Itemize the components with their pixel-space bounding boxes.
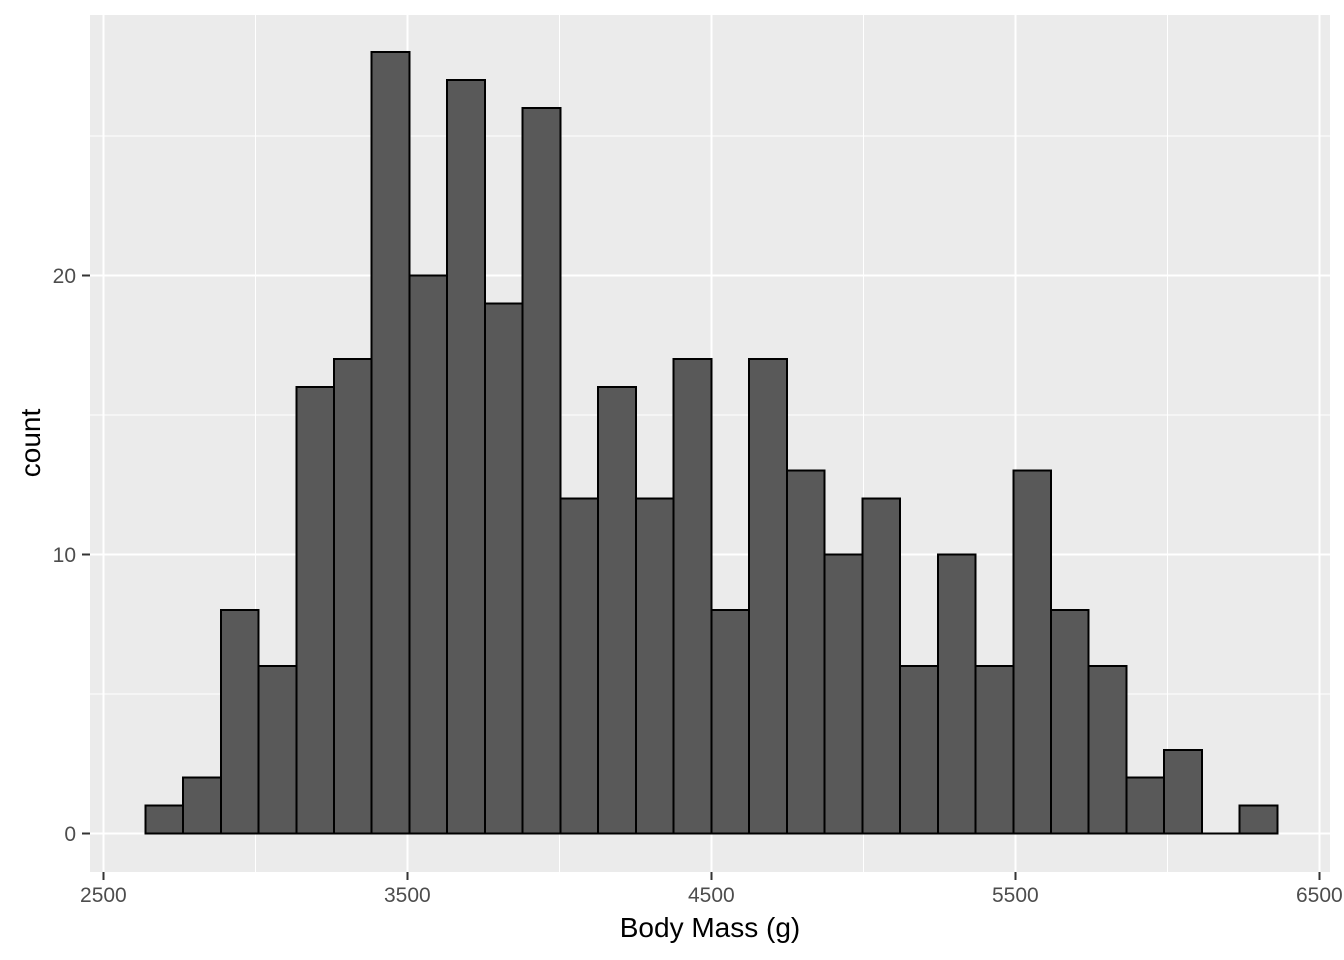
x-tick-label: 4500 — [688, 884, 735, 907]
x-tick-label: 5500 — [992, 884, 1039, 907]
histogram-bar — [1125, 776, 1166, 835]
y-tick-label: 20 — [53, 265, 76, 288]
histogram-bar — [710, 609, 751, 835]
x-tick-label: 2500 — [80, 884, 127, 907]
x-tick-label: 3500 — [384, 884, 431, 907]
y-tick-label: 10 — [53, 544, 76, 567]
histogram-bar — [861, 497, 902, 835]
histogram-bar — [1087, 665, 1128, 835]
histogram-bar — [144, 804, 185, 835]
histogram-bar — [295, 385, 336, 835]
histogram-bar — [823, 553, 864, 835]
y-tick-label: 0 — [64, 823, 76, 846]
histogram-bar — [483, 302, 524, 835]
histogram-bar — [370, 51, 411, 835]
histogram-bar — [748, 358, 788, 835]
histogram-bar — [899, 665, 939, 835]
histogram-bar — [672, 358, 713, 835]
histogram-bar — [1163, 748, 1203, 835]
x-tick-label: 6500 — [1296, 884, 1343, 907]
histogram-bar — [597, 385, 637, 835]
histogram-bar — [1050, 609, 1090, 835]
histogram-bar — [785, 469, 826, 835]
histogram-bar — [182, 776, 222, 835]
x-axis-title: Body Mass (g) — [619, 912, 801, 943]
histogram-bar — [408, 274, 449, 835]
histogram-bar — [1012, 469, 1053, 835]
y-axis-title: count — [15, 408, 46, 478]
histogram-bar — [634, 497, 675, 835]
histogram-bar — [446, 79, 486, 835]
histogram-bar — [257, 665, 298, 835]
histogram-bar — [219, 609, 260, 835]
histogram-bar — [559, 497, 600, 835]
histogram-bar — [936, 553, 977, 835]
histogram-bar — [1238, 804, 1279, 835]
histogram-bar — [521, 106, 562, 835]
histogram-bar — [332, 358, 373, 835]
histogram-bar — [974, 665, 1015, 835]
